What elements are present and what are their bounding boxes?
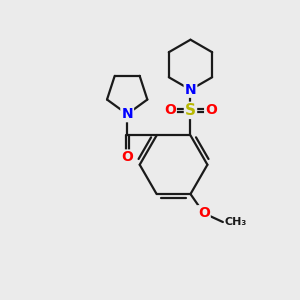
Text: O: O [164, 103, 176, 117]
Text: N: N [185, 83, 196, 97]
Text: CH₃: CH₃ [224, 217, 247, 227]
Text: S: S [185, 103, 196, 118]
Text: O: O [198, 206, 210, 220]
Text: N: N [122, 107, 133, 121]
Text: O: O [205, 103, 217, 117]
Text: O: O [121, 151, 133, 164]
